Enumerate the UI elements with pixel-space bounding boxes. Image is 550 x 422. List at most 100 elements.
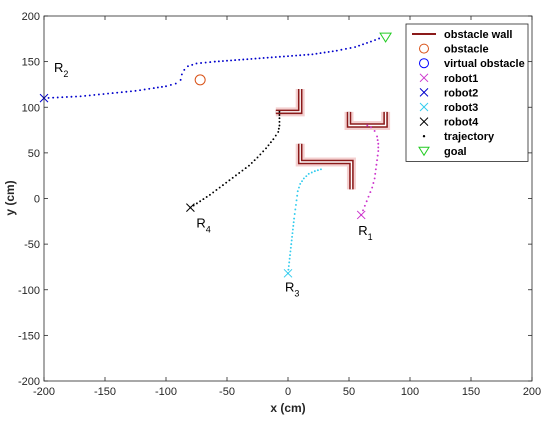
trajectory-point: [301, 180, 303, 183]
robot3-label-subscript: 3: [294, 288, 299, 298]
legend-x-icon-stroke-b: [419, 73, 429, 83]
x-tick-label: 200: [523, 386, 541, 398]
y-axis-label: y (cm): [3, 180, 17, 215]
trajectory-point: [278, 117, 281, 120]
trajectory-point: [378, 37, 381, 40]
x-tick-label: -150: [94, 386, 116, 398]
trajectory-point: [354, 46, 357, 48]
trajectory-point: [319, 168, 322, 171]
y-tick-label: 50: [28, 148, 40, 160]
trajectory-point: [134, 89, 137, 92]
trajectory-point: [377, 142, 380, 145]
trajectory-point: [293, 217, 296, 220]
legend-item-obstacle-wall: obstacle wall: [412, 29, 512, 41]
trajectory-point: [295, 199, 298, 202]
obstacle-wall-inner: [299, 143, 353, 190]
trajectory-point: [169, 83, 172, 86]
trajectory-point: [370, 40, 372, 43]
trajectory-point: [305, 175, 308, 178]
trajectory-point: [116, 91, 119, 94]
trajectory-point: [289, 254, 291, 257]
trajectory-point: [187, 65, 189, 68]
trajectory-point: [231, 176, 234, 179]
legend-item-robot3: robot3: [419, 102, 478, 114]
obstacle-marker: [194, 74, 206, 86]
trajectory-point: [278, 114, 281, 116]
x-tick-label: 150: [462, 386, 480, 398]
trajectory-point: [79, 95, 82, 98]
legend-x-icon: [419, 88, 429, 97]
trajectory-point: [156, 86, 159, 89]
robot1-label: R1: [358, 223, 372, 242]
robot3-label: R3: [285, 279, 299, 298]
trajectory-point: [217, 60, 220, 63]
trajectory-point: [362, 43, 364, 46]
trajectory-point: [294, 203, 297, 206]
trajectory-point: [292, 224, 295, 227]
legend-dot-icon: [422, 135, 426, 138]
y-tick-label: 100: [22, 102, 40, 114]
legend-x-icon-stroke-b: [419, 88, 429, 97]
trajectory-point: [195, 202, 198, 205]
axis-ticks: -200 -150 -100 -50 0 50 100 150 200-200-150-100-…: [18, 11, 541, 398]
trajectory-point: [288, 261, 291, 264]
trajectory-point: [294, 208, 297, 211]
trajectory-point: [296, 194, 299, 197]
trajectory-point: [315, 52, 318, 55]
y-tick-label: 200: [22, 11, 40, 23]
trajectory-point: [248, 164, 250, 167]
trajectory-point: [307, 53, 310, 56]
trajectory-point: [313, 170, 316, 173]
legend-item-virtual-obstacle: virtual obstacle: [419, 58, 525, 70]
trajectory-point: [296, 190, 299, 193]
trajectory-point: [228, 179, 231, 182]
legend-label: trajectory: [444, 131, 495, 143]
legend-x-icon-stroke-b: [419, 102, 429, 112]
trajectory-point: [52, 96, 55, 99]
trajectory-point: [287, 265, 290, 267]
trajectory-point: [293, 213, 296, 215]
trajectory-point: [253, 159, 256, 162]
trajectory-point: [270, 56, 273, 59]
legend-item-robot1: robot1: [419, 73, 478, 85]
trajectory-point: [291, 235, 294, 238]
trajectory-point: [65, 96, 68, 98]
trajectory-point: [234, 59, 237, 62]
trajectory-point: [61, 96, 64, 99]
robot1-label-main: R: [358, 223, 367, 238]
robot1-marker: [356, 210, 366, 220]
trajectory-point: [290, 239, 293, 242]
robot4-label-main: R: [196, 216, 205, 231]
legend-circle-icon: [419, 58, 429, 69]
legend-x-icon: [419, 117, 429, 126]
trajectory-point: [202, 198, 205, 201]
trajectory-point: [56, 96, 59, 99]
trajectory-point: [88, 94, 91, 97]
trajectory-point: [287, 55, 289, 58]
legend: obstacle wall obstacle virtual obstacle rob…: [405, 23, 529, 162]
legend-triangle-icon: [418, 146, 430, 157]
trajectory-point: [316, 169, 319, 172]
trajectory-point: [226, 59, 228, 62]
trajectory-point: [199, 200, 202, 203]
robot4-marker: [186, 203, 195, 212]
trajectory-point: [125, 90, 128, 93]
trajectory-point: [373, 177, 376, 180]
trajectory-point: [367, 195, 370, 198]
trajectory-point: [272, 138, 275, 141]
trajectory-point: [365, 200, 368, 203]
trajectory-point: [152, 87, 155, 90]
robot2-label-main: R: [54, 60, 63, 75]
trajectory-point: [160, 85, 163, 88]
y-tick-label: -50: [24, 239, 40, 251]
trajectory-point: [303, 53, 306, 56]
trajectory-point: [267, 144, 270, 147]
trajectory-point: [298, 186, 300, 189]
robot4-label: R4: [196, 216, 210, 235]
trajectory-point: [278, 120, 281, 123]
robot4-trajectory: [189, 110, 281, 209]
trajectory-point: [266, 56, 269, 59]
trajectory-point: [256, 156, 259, 159]
trajectory-point: [288, 257, 291, 260]
trajectory-point: [287, 268, 290, 271]
